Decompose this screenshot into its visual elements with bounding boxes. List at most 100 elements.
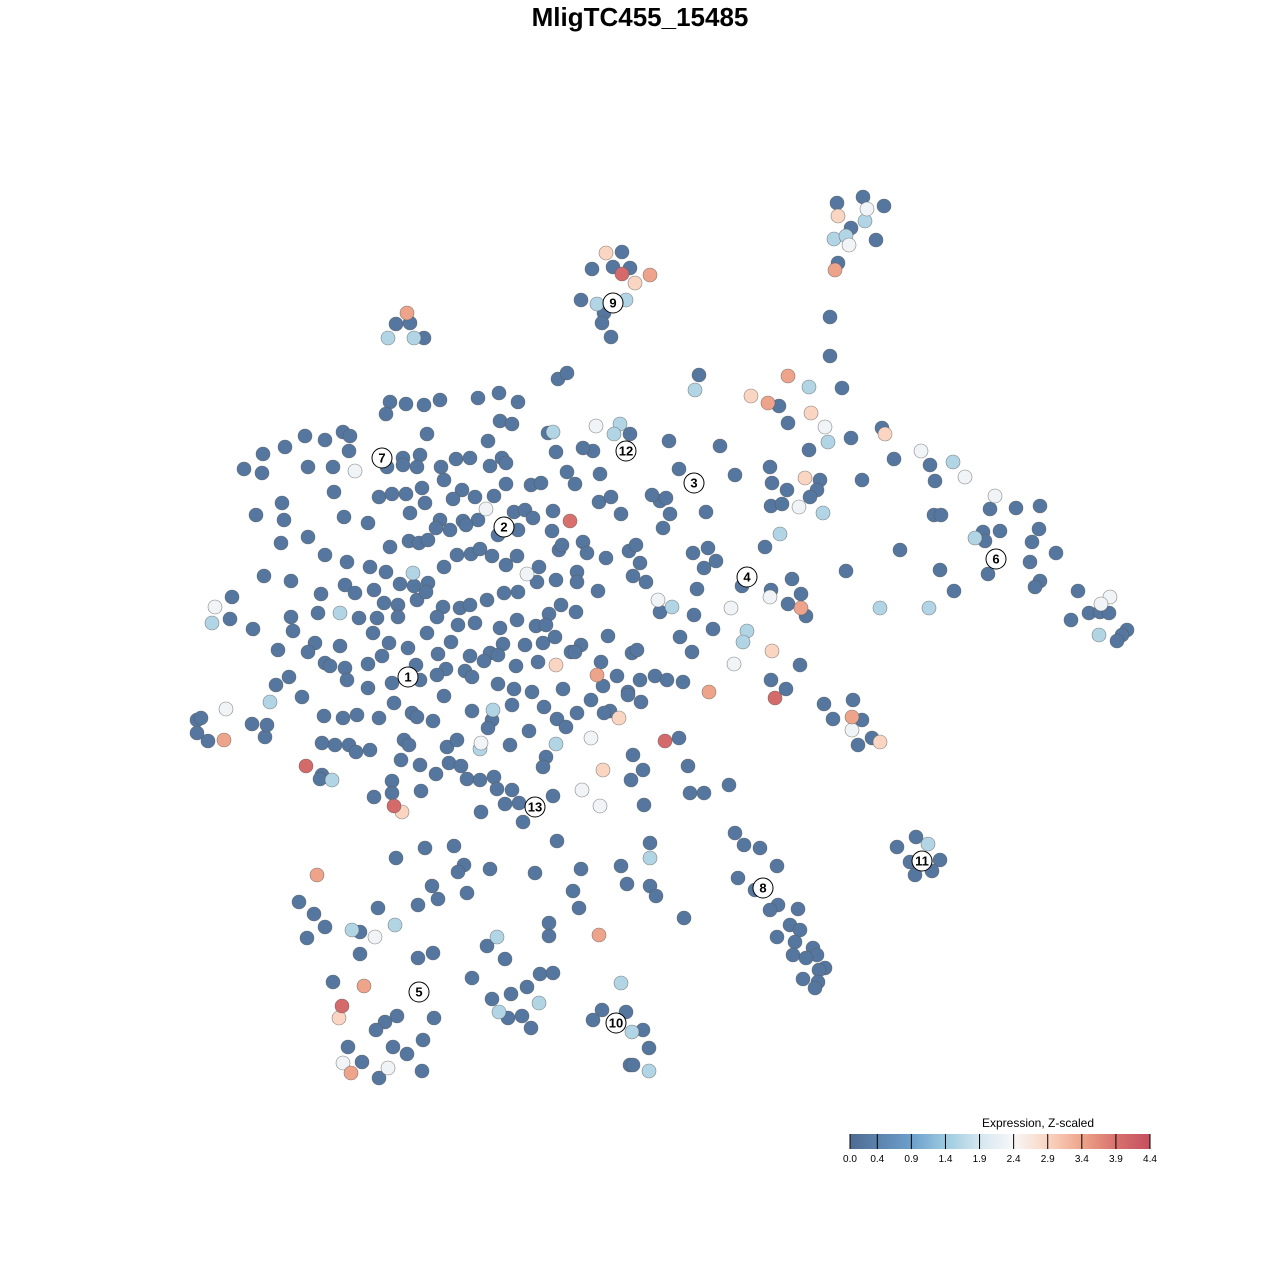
data-point: [762, 459, 778, 475]
data-point: [334, 998, 350, 1014]
data-point: [482, 458, 498, 474]
data-point: [339, 672, 355, 688]
cluster-label-text: 9: [609, 296, 616, 311]
data-point: [548, 444, 564, 460]
data-point: [684, 644, 700, 660]
data-point: [418, 584, 434, 600]
data-point: [850, 737, 866, 753]
data-point: [448, 451, 464, 467]
color-legend: Expression, Z-scaled 0.0 0.4 0.9 1.4 1.9 2.4 2…: [843, 1116, 1157, 1165]
data-point: [503, 986, 519, 1002]
chart-title: MligTC455_15485: [531, 2, 749, 32]
data-point: [360, 680, 376, 696]
data-point: [764, 475, 780, 491]
data-point: [827, 262, 843, 278]
data-point: [270, 642, 286, 658]
data-point: [313, 586, 329, 602]
data-point: [459, 885, 475, 901]
data-point: [568, 604, 584, 620]
data-point: [1027, 579, 1043, 595]
data-point: [369, 610, 385, 626]
cluster-label-text: 8: [759, 881, 766, 896]
data-point: [380, 1060, 396, 1076]
data-point: [464, 703, 480, 719]
data-point: [1063, 612, 1079, 628]
data-point: [306, 906, 322, 922]
data-point: [1032, 498, 1048, 514]
data-point: [767, 690, 783, 706]
data-point: [392, 576, 408, 592]
data-point: [472, 772, 488, 788]
data-point: [801, 379, 817, 395]
data-point: [541, 915, 557, 931]
data-point: [807, 980, 823, 996]
data-point: [829, 195, 845, 211]
data-point: [486, 769, 502, 785]
data-point: [567, 476, 583, 492]
data-point: [419, 625, 435, 641]
data-point: [401, 737, 417, 753]
data-point: [933, 507, 949, 523]
data-point: [817, 419, 833, 435]
data-point: [294, 689, 310, 705]
data-point: [877, 426, 893, 442]
data-point: [291, 894, 307, 910]
data-point: [760, 395, 776, 411]
data-point: [473, 735, 489, 751]
data-point: [417, 840, 433, 856]
cluster-label-circle: [911, 850, 933, 872]
data-point: [772, 526, 788, 542]
data-point: [256, 568, 272, 584]
data-point: [450, 617, 466, 633]
data-point: [553, 597, 569, 613]
data-point: [348, 744, 364, 760]
data-point: [371, 710, 387, 726]
data-point: [384, 675, 400, 691]
data-point: [585, 1012, 601, 1028]
data-point: [661, 433, 677, 449]
data-point: [193, 710, 209, 726]
data-point: [648, 888, 664, 904]
data-point: [248, 507, 264, 523]
data-point: [957, 469, 973, 485]
data-point: [1008, 500, 1024, 516]
data-point: [700, 540, 716, 556]
data-point: [310, 605, 326, 621]
data-point: [442, 522, 458, 538]
data-point: [802, 489, 818, 505]
data-point: [445, 491, 461, 507]
data-point: [691, 367, 707, 383]
cluster-label: 1: [397, 666, 419, 688]
data-point: [335, 1055, 351, 1071]
data-point: [367, 929, 383, 945]
legend-tick-label: 1.9: [973, 1154, 987, 1165]
data-point: [857, 213, 873, 229]
data-point: [743, 388, 759, 404]
data-point: [276, 512, 292, 528]
data-point: [727, 825, 743, 841]
data-point: [458, 517, 474, 533]
data-point: [366, 582, 382, 598]
data-point: [780, 596, 796, 612]
data-point: [326, 484, 342, 500]
cluster-label-circle: [752, 877, 774, 899]
cluster-label-circle: [605, 1012, 627, 1034]
data-point: [395, 457, 411, 473]
data-point: [763, 672, 779, 688]
data-point: [362, 742, 378, 758]
data-point: [398, 486, 414, 502]
legend-tick-label: 4.4: [1143, 1154, 1157, 1165]
data-point: [545, 965, 561, 981]
data-point: [532, 966, 548, 982]
data-point: [762, 902, 778, 918]
data-point: [721, 777, 737, 793]
data-point: [565, 883, 581, 899]
data-point: [1031, 521, 1047, 537]
data-point: [519, 979, 535, 995]
data-point: [545, 503, 561, 519]
data-point: [324, 772, 340, 788]
data-point: [636, 797, 652, 813]
data-point: [236, 461, 252, 477]
data-point: [365, 625, 381, 641]
data-point: [628, 537, 644, 553]
